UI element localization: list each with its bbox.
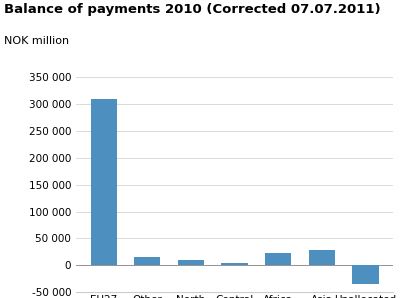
- Text: NOK million: NOK million: [4, 36, 69, 46]
- Bar: [309, 250, 335, 265]
- Bar: [352, 265, 379, 284]
- Bar: [221, 263, 248, 265]
- Bar: [265, 253, 291, 265]
- Bar: [91, 99, 117, 265]
- Bar: [178, 260, 204, 265]
- Text: Balance of payments 2010 (Corrected 07.07.2011): Balance of payments 2010 (Corrected 07.0…: [4, 3, 381, 16]
- Bar: [134, 257, 160, 265]
